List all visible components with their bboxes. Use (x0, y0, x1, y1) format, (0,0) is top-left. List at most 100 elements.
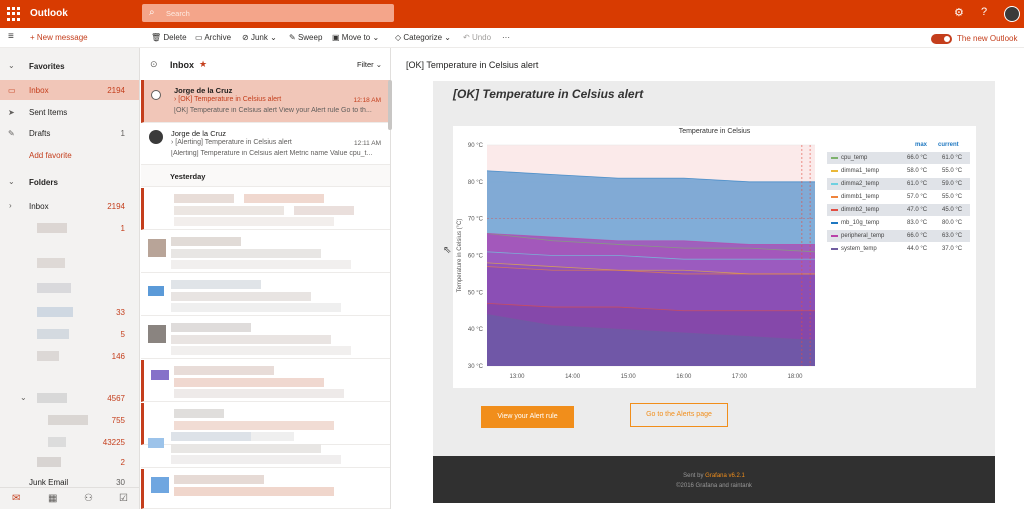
message-item[interactable]: Jorge de la Cruz › [OK] Temperature in C… (141, 80, 390, 123)
sweep-button[interactable]: ✎ Sweep (289, 33, 322, 42)
folder-label: Inbox (29, 202, 49, 211)
junk-label: Junk (250, 33, 268, 42)
legend-row[interactable]: system_temp 44.0 °C 37.0 °C (827, 243, 970, 255)
legend-row[interactable]: dimmb2_temp 47.0 °C 45.0 °C (827, 204, 970, 216)
grafana-link[interactable]: Grafana v6.2.1 (705, 473, 745, 479)
alerts-page-button[interactable]: Go to the Alerts page (630, 403, 728, 427)
legend-row[interactable]: dimmb1_temp 57.0 °C 55.0 °C (827, 191, 970, 203)
help-icon[interactable]: ? (981, 6, 988, 18)
archive-label: Archive (204, 33, 232, 42)
pencil-icon: ✎ (8, 129, 15, 138)
folder-item[interactable]: 5 (0, 324, 139, 344)
inbox-icon: ▭ (8, 86, 16, 95)
legend-row[interactable]: peripheral_temp 66.0 °C 63.0 °C (827, 230, 970, 242)
folder-item-inbox[interactable]: › Inbox 2194 (0, 196, 139, 216)
list-title: Inbox (170, 60, 194, 70)
message-item[interactable]: Jorge de la Cruz › [Alerting] Temperatur… (141, 123, 390, 165)
legend-current-value: 45.0 °C (942, 207, 963, 213)
calendar-icon[interactable]: ▦ (48, 493, 58, 504)
legend-swatch (831, 248, 838, 250)
folder-item[interactable]: 146 (0, 346, 139, 366)
folders-header[interactable]: ⌄ Folders (0, 172, 139, 192)
list-item[interactable] (141, 274, 390, 316)
folder-item[interactable] (0, 283, 139, 293)
people-icon[interactable]: ⚇ (84, 493, 93, 504)
app-title[interactable]: Outlook (30, 8, 68, 19)
message-sender: Jorge de la Cruz (174, 86, 233, 95)
folder-item-junk[interactable]: Junk Email 30 (0, 474, 139, 486)
reading-pane: [OK] Temperature in Celsius alert [OK] T… (392, 48, 1024, 509)
sweep-label: Sweep (297, 33, 323, 42)
legend-series-name: dimma1_temp (841, 168, 880, 174)
todo-icon[interactable]: ☑ (119, 493, 128, 504)
settings-icon[interactable]: ⚙ (954, 7, 964, 19)
app-launcher-icon[interactable] (7, 7, 21, 21)
email-subject: [OK] Temperature in Celsius alert (406, 60, 539, 70)
unread-count: 43225 (102, 438, 125, 447)
subject-text: [OK] Temperature in Celsius alert (178, 96, 282, 103)
folder-label: Junk Email (29, 478, 69, 486)
chart-title: Temperature in Celsius (678, 128, 751, 135)
list-item[interactable] (141, 469, 390, 509)
avatar[interactable] (1004, 6, 1020, 22)
chevron-down-icon: ⌄ (372, 33, 380, 42)
select-all-icon[interactable]: ⊙ (150, 59, 158, 69)
list-scrollbar[interactable] (388, 80, 392, 130)
legend-row[interactable]: dimma2_temp 61.0 °C 59.0 °C (827, 178, 970, 190)
junk-button[interactable]: ⊘ Junk ⌄ (242, 33, 277, 42)
delete-label: Delete (163, 33, 187, 42)
x-tick-label: 14:00 (565, 374, 581, 380)
legend-series-name: dimmb2_temp (841, 207, 880, 213)
filter-button[interactable]: Filter ⌄ (357, 60, 382, 69)
legend-row[interactable]: cpu_temp 66.0 °C 61.0 °C (827, 152, 970, 164)
list-item[interactable] (141, 317, 390, 359)
folder-item[interactable]: 33 (0, 302, 139, 322)
folder-item[interactable]: 2 (0, 452, 139, 472)
folder-item[interactable]: ⌄ 4567 (0, 388, 139, 408)
sidebar-item-inbox[interactable]: ▭ Inbox 2194 (0, 80, 139, 100)
folder-item[interactable]: 1 (0, 218, 139, 238)
unread-count: 2 (120, 458, 125, 467)
categorize-button[interactable]: ◇ Categorize ⌄ (395, 33, 451, 42)
star-icon[interactable]: ★ (199, 59, 208, 69)
redacted-label (37, 283, 71, 293)
view-alert-rule-button[interactable]: View your Alert rule (481, 406, 574, 428)
legend-swatch (831, 235, 838, 237)
archive-button[interactable]: ▭ Archive (195, 33, 231, 42)
folder-item[interactable]: 43225 (0, 432, 139, 452)
legend-row[interactable]: mb_10g_temp 83.0 °C 80.0 °C (827, 217, 970, 229)
new-message-button[interactable]: + New message (30, 33, 88, 42)
hamburger-icon[interactable]: ≡ (8, 31, 14, 42)
folder-pane: ⌄ Favorites ▭ Inbox 2194 ➤ Sent Items ✎ Draft… (0, 48, 140, 509)
more-button[interactable]: ··· (502, 33, 510, 42)
message-time: 12:18 AM (353, 97, 381, 104)
list-item[interactable] (141, 231, 390, 273)
legend-max-value: 44.0 °C (907, 246, 928, 252)
categorize-label: Categorize (403, 33, 443, 42)
sidebar-item-sent[interactable]: ➤ Sent Items (0, 102, 139, 122)
folder-item[interactable]: 755 (0, 410, 139, 430)
move-to-button[interactable]: ▣ Move to ⌄ (332, 33, 379, 42)
draft-count: 1 (120, 129, 125, 138)
search-input[interactable]: Search (166, 9, 190, 18)
message-preview: [Alerting] Temperature in Celsius alert … (171, 150, 373, 157)
list-item[interactable] (141, 188, 390, 230)
folder-item[interactable] (0, 258, 139, 268)
list-item[interactable] (141, 360, 390, 402)
add-favorite-link[interactable]: Add favorite (0, 145, 139, 165)
x-tick-label: 13:00 (509, 374, 525, 380)
legend-row[interactable]: dimma1_temp 58.0 °C 55.0 °C (827, 165, 970, 177)
legend-series-name: mb_10g_temp (841, 220, 880, 226)
redacted-label (48, 437, 66, 447)
mail-icon[interactable]: ✉ (12, 493, 21, 504)
group-header[interactable]: Yesterday (141, 165, 390, 187)
select-checkbox[interactable] (151, 90, 161, 100)
x-tick-label: 15:00 (621, 374, 637, 380)
sidebar-item-drafts[interactable]: ✎ Drafts 1 (0, 123, 139, 143)
favorites-header[interactable]: ⌄ Favorites (0, 56, 139, 76)
delete-button[interactable]: 🗑 Delete (151, 33, 187, 42)
new-outlook-toggle[interactable] (931, 34, 952, 44)
search-box[interactable]: ⌕ Search (142, 4, 394, 22)
undo-button[interactable]: ↶ Undo (463, 33, 491, 42)
list-item[interactable] (141, 426, 390, 468)
